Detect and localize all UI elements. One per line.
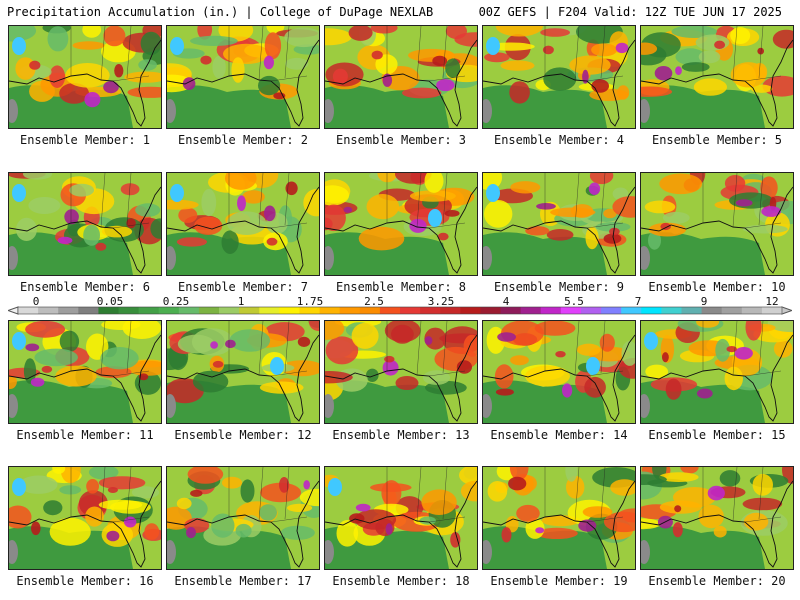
colorbar-swatch — [540, 307, 562, 314]
colorbar-swatch — [601, 307, 622, 314]
ensemble-member-label: Ensemble Member: 13 — [332, 428, 470, 442]
colorbar-swatch — [78, 307, 99, 314]
colorbar-swatch — [339, 307, 361, 314]
precip-map — [640, 25, 794, 129]
colorbar-swatch — [118, 307, 140, 314]
colorbar-swatch — [500, 307, 522, 314]
colorbar-swatch — [681, 307, 703, 314]
colorbar-tick-label: 9 — [701, 296, 708, 308]
colorbar-tick-label: 4 — [503, 296, 510, 308]
precip-map — [166, 25, 320, 129]
colorbar-tick-label: 12 — [765, 296, 778, 308]
ensemble-member-label: Ensemble Member: 18 — [332, 574, 470, 588]
colorbar-swatch — [18, 307, 39, 314]
colorbar-tick-label: 0.05 — [97, 296, 124, 308]
colorbar-swatch — [721, 307, 743, 314]
precip-map — [8, 25, 162, 129]
ensemble-member-label: Ensemble Member: 8 — [335, 280, 467, 294]
precip-map — [640, 172, 794, 276]
ensemble-member-label: Ensemble Member: 15 — [648, 428, 786, 442]
precip-map — [324, 466, 478, 570]
ensemble-member-label: Ensemble Member: 3 — [335, 133, 467, 147]
precip-map — [8, 172, 162, 276]
colorbar-swatch — [58, 307, 79, 314]
colorbar-swatch — [420, 307, 441, 314]
precip-map — [166, 466, 320, 570]
colorbar-tick-label: 0 — [33, 296, 40, 308]
colorbar-swatch — [661, 307, 682, 314]
ensemble-member-label: Ensemble Member: 16 — [16, 574, 154, 588]
precip-map — [482, 466, 636, 570]
ensemble-member-label: Ensemble Member: 9 — [493, 280, 625, 294]
ensemble-member-label: Ensemble Member: 6 — [19, 280, 151, 294]
ensemble-member-label: Ensemble Member: 19 — [490, 574, 628, 588]
colorbar-tick-label: 3.25 — [428, 296, 455, 308]
precip-map — [324, 172, 478, 276]
colorbar-swatch — [621, 307, 642, 314]
colorbar-swatch — [138, 307, 160, 314]
colorbar-swatch — [460, 307, 481, 314]
precip-map — [640, 466, 794, 570]
colorbar-swatch — [761, 307, 783, 314]
colorbar-swatch — [701, 307, 723, 314]
ensemble-member-label: Ensemble Member: 1 — [19, 133, 151, 147]
colorbar-tick-label: 5.5 — [564, 296, 584, 308]
run-info: 00Z GEFS | F204 Valid: 12Z TUE JUN 17 20… — [478, 5, 782, 19]
colorbar-swatch — [641, 307, 662, 314]
ensemble-member-label: Ensemble Member: 4 — [493, 133, 625, 147]
colorbar-swatch — [239, 307, 260, 314]
precip-map — [8, 466, 162, 570]
colorbar-tick-label: 2.5 — [364, 296, 384, 308]
colorbar-swatch — [259, 307, 280, 314]
colorbar-swatch — [279, 307, 300, 314]
colorbar-swatch — [178, 307, 200, 314]
colorbar-swatch — [580, 307, 602, 314]
colorbar-swatch — [359, 307, 381, 314]
colorbar-tick-label: 1.75 — [297, 296, 324, 308]
chart-title: Precipitation Accumulation (in.) | Colle… — [7, 5, 434, 19]
colorbar-swatch — [319, 307, 341, 314]
colorbar-swatch — [158, 307, 180, 314]
colorbar-min-triangle — [8, 306, 19, 315]
precip-colorbar: 0 0.05 0.25 1 1.75 2.5 3.25 4 5.5 7 9 12 — [8, 296, 792, 315]
precip-map — [8, 320, 162, 424]
precip-map — [324, 25, 478, 129]
precip-map — [640, 320, 794, 424]
precip-map — [166, 172, 320, 276]
colorbar-swatch — [520, 307, 542, 314]
ensemble-member-label: Ensemble Member: 12 — [174, 428, 312, 442]
ensemble-member-label: Ensemble Member: 14 — [490, 428, 628, 442]
colorbar-swatch — [38, 307, 59, 314]
precip-map — [482, 320, 636, 424]
colorbar-swatch — [379, 307, 401, 314]
ensemble-member-label: Ensemble Member: 7 — [177, 280, 309, 294]
precip-map — [482, 172, 636, 276]
ensemble-member-label: Ensemble Member: 20 — [648, 574, 786, 588]
ensemble-member-label: Ensemble Member: 2 — [177, 133, 309, 147]
colorbar-swatch — [198, 307, 220, 314]
colorbar-swatch — [480, 307, 502, 314]
precip-map — [324, 320, 478, 424]
colorbar-swatch — [741, 307, 763, 314]
colorbar-swatch — [440, 307, 461, 314]
colorbar-swatch — [400, 307, 421, 314]
ensemble-member-label: Ensemble Member: 5 — [651, 133, 783, 147]
colorbar-swatch — [560, 307, 582, 314]
colorbar-max-triangle — [781, 306, 792, 315]
colorbar-swatch — [219, 307, 240, 314]
ensemble-member-label: Ensemble Member: 11 — [16, 428, 154, 442]
precip-map — [166, 320, 320, 424]
colorbar-tick-label: 0.25 — [163, 296, 190, 308]
colorbar-tick-label: 1 — [238, 296, 245, 308]
colorbar-tick-label: 7 — [635, 296, 642, 308]
precip-map — [482, 25, 636, 129]
colorbar-swatch — [98, 307, 120, 314]
ensemble-member-label: Ensemble Member: 10 — [648, 280, 786, 294]
ensemble-member-label: Ensemble Member: 17 — [174, 574, 312, 588]
colorbar-swatch — [299, 307, 321, 314]
